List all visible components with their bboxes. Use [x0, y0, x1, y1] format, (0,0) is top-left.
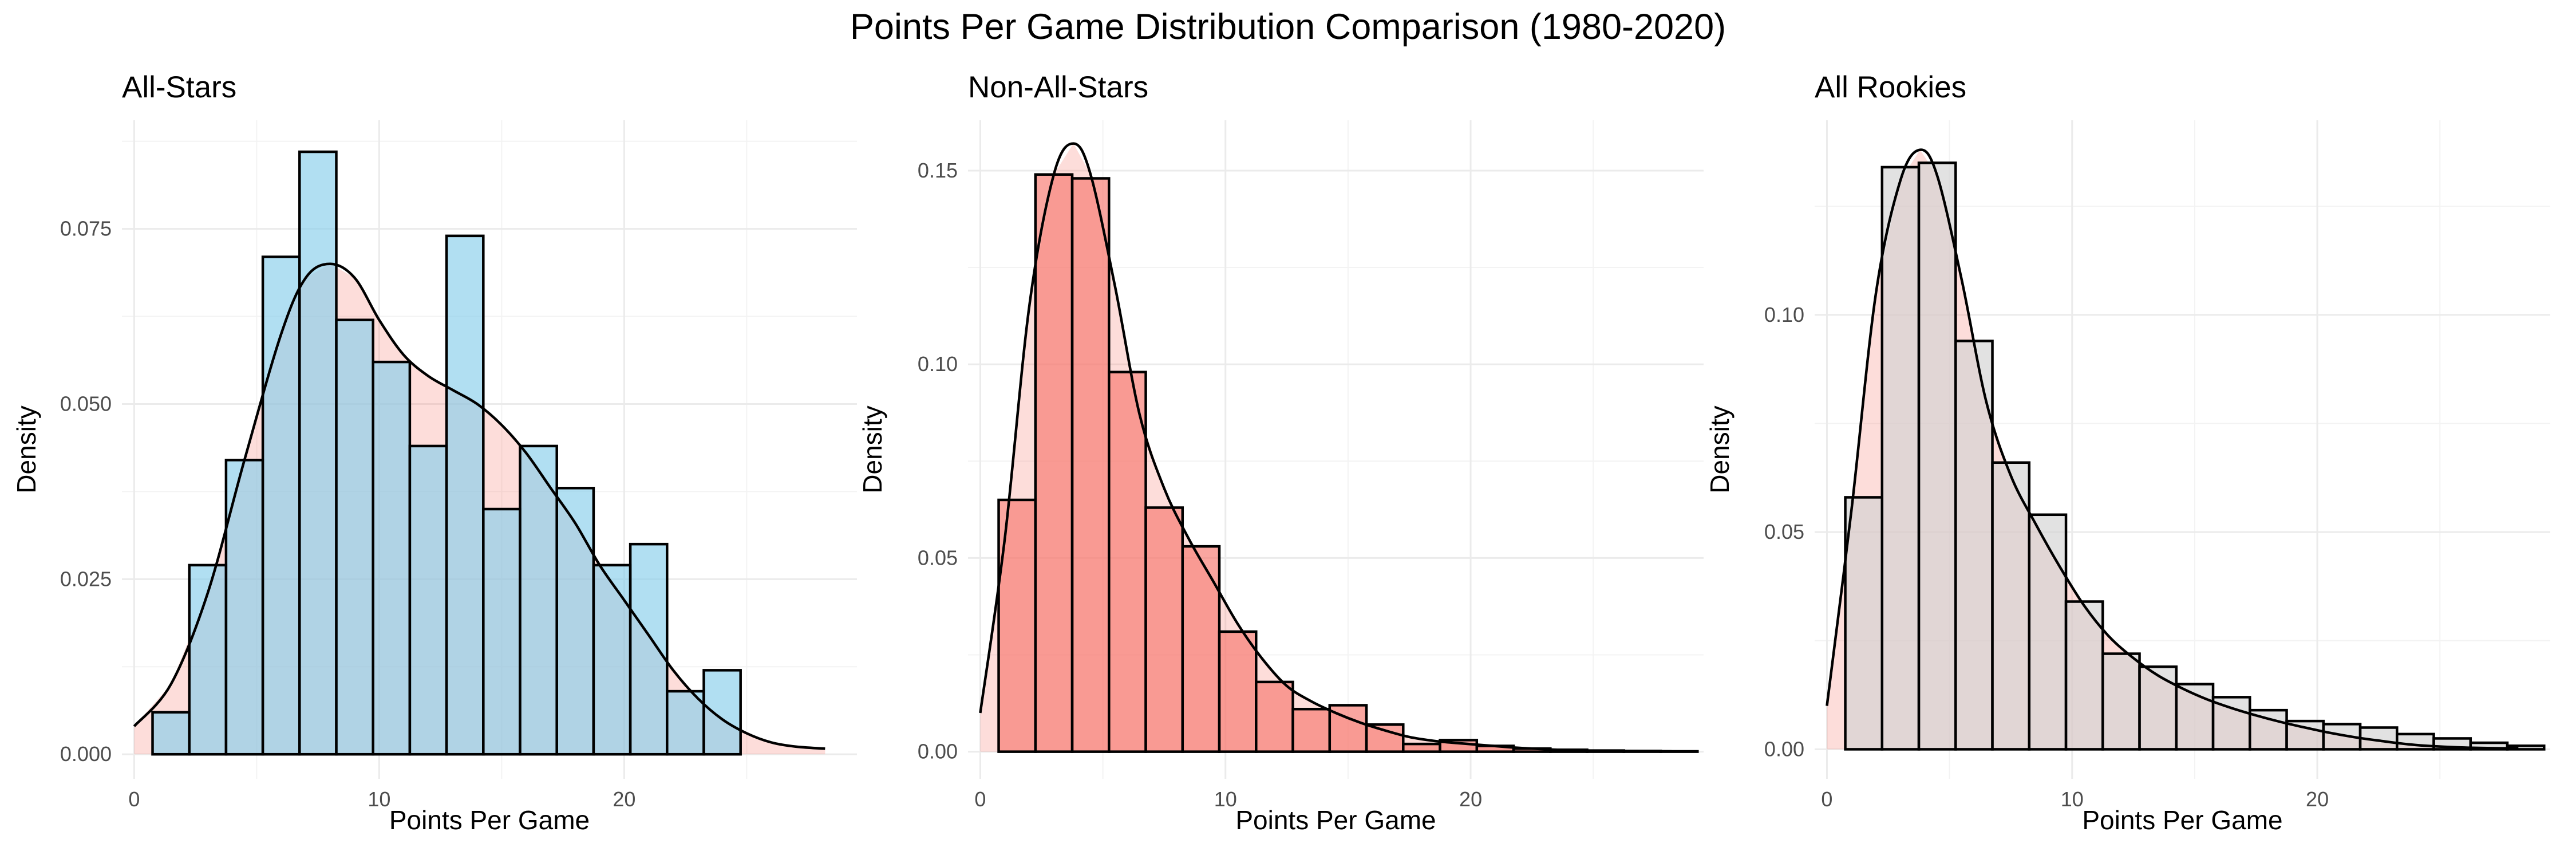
histogram-bar	[1917, 161, 1957, 751]
x-tick-label: 20	[2306, 787, 2329, 811]
y-axis-label: Density	[1705, 405, 1735, 493]
panel-all-stars: All-Stars 0 10 20 0.000 0.025 0.050 0.075 Point…	[11, 70, 857, 835]
y-axis-label: Density	[11, 405, 41, 493]
histogram-bar	[1844, 496, 1884, 751]
histogram-bar	[1034, 173, 1074, 753]
figure-title: Points Per Game Distribution Comparison …	[850, 7, 1726, 47]
x-axis-label: Points Per Game	[389, 805, 590, 835]
panel-title: Non-All-Stars	[968, 70, 1148, 104]
histogram-bar	[666, 689, 705, 756]
histogram-bar	[1255, 680, 1294, 753]
histogram-bar	[702, 669, 742, 756]
histogram-bar	[1991, 461, 2031, 751]
density-curve	[133, 262, 825, 750]
x-axis-label: Points Per Game	[1235, 805, 1436, 835]
histogram-bar	[298, 150, 338, 756]
tick-labels: 0 10 20 0.000 0.025 0.050 0.075	[60, 217, 636, 811]
panel-all-rookies: All Rookies 0 10 20 0.00 0.05 0.10 Points Per …	[1705, 70, 2550, 835]
histogram-bar	[629, 542, 669, 756]
tick-labels: 0 10 20 0.00 0.05 0.10	[1764, 303, 2329, 811]
histogram-bar	[1108, 371, 1147, 753]
y-tick-label: 0.000	[60, 742, 112, 766]
histogram-bar	[1144, 506, 1184, 753]
panel-title: All Rookies	[1815, 70, 1966, 104]
histogram-bar	[445, 234, 485, 756]
histogram-bar	[408, 444, 448, 756]
density-curve	[1826, 148, 2519, 750]
x-tick-label: 20	[1459, 787, 1482, 811]
x-tick-label: 0	[128, 787, 140, 811]
y-axis-label: Density	[858, 405, 887, 493]
x-tick-label: 0	[974, 787, 986, 811]
histogram-bar	[2101, 652, 2141, 751]
y-tick-label: 0.10	[918, 352, 958, 376]
histogram-bar	[555, 487, 595, 756]
y-tick-label: 0.10	[1764, 303, 1804, 326]
y-tick-label: 0.00	[1764, 737, 1804, 761]
y-tick-label: 0.075	[60, 217, 112, 241]
histogram-bar	[1402, 742, 1441, 753]
histogram-bar	[335, 318, 374, 756]
histogram-bar	[1880, 166, 1921, 751]
histogram-bar	[519, 444, 558, 756]
histogram-bars	[151, 150, 742, 756]
histogram-bar	[2138, 665, 2178, 751]
x-tick-label: 0	[1821, 787, 1832, 811]
histogram-bar	[1291, 707, 1332, 753]
histogram-bar	[261, 255, 301, 756]
x-tick-label: 10	[2061, 787, 2084, 811]
panel-title: All-Stars	[122, 70, 236, 104]
histogram-bar	[1181, 545, 1221, 753]
y-tick-label: 0.025	[60, 567, 112, 590]
histogram-bars	[1844, 161, 2546, 751]
panel-non-all-stars: Non-All-Stars 0 10 20 0.00 0.05 0.10 0.15 Point…	[858, 70, 1704, 835]
histogram-bar	[482, 507, 521, 756]
histogram-bar	[2064, 600, 2104, 751]
x-axis-label: Points Per Game	[2082, 805, 2282, 835]
y-tick-label: 0.05	[1764, 520, 1804, 543]
y-tick-label: 0.05	[918, 546, 958, 569]
y-tick-label: 0.00	[918, 740, 958, 763]
histogram-bar	[1218, 630, 1258, 753]
tick-labels: 0 10 20 0.00 0.05 0.10 0.15	[918, 159, 1482, 811]
histogram-bar	[592, 564, 632, 756]
x-tick-label: 10	[1214, 787, 1237, 811]
x-tick-label: 20	[613, 787, 635, 811]
x-tick-label: 10	[368, 787, 390, 811]
histogram-bar	[372, 360, 412, 756]
histogram-bar	[2028, 513, 2068, 751]
y-tick-label: 0.050	[60, 392, 112, 415]
density-curve	[979, 142, 1672, 753]
histogram-bar	[1365, 723, 1405, 753]
histogram-bar	[1070, 177, 1111, 753]
histogram-bar	[151, 711, 191, 756]
y-tick-label: 0.15	[918, 159, 958, 182]
